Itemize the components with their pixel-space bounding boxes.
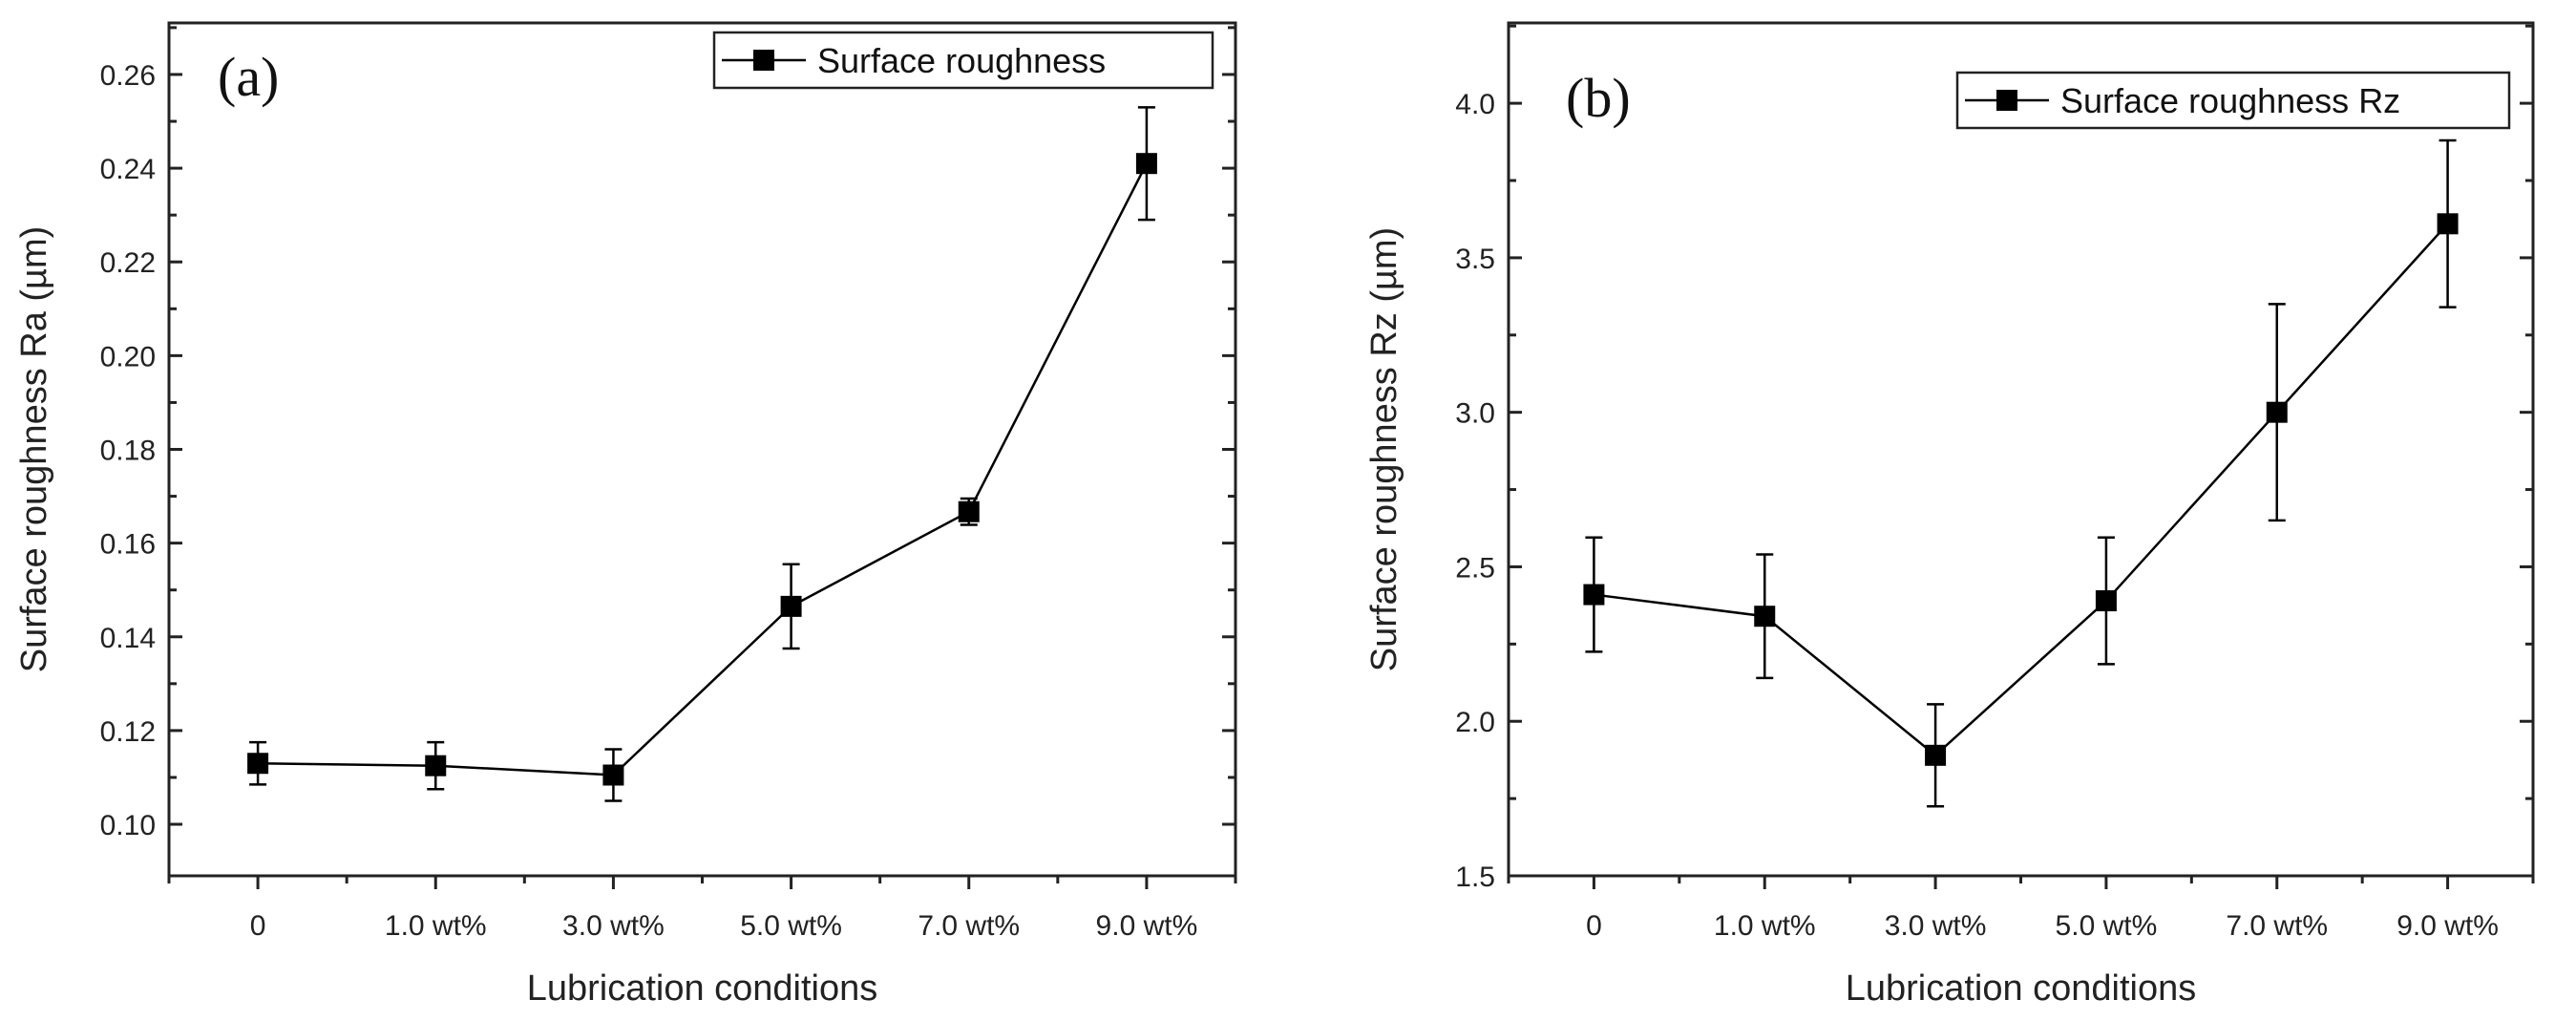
panel-label: (b) bbox=[1566, 67, 1631, 129]
y-tick-label: 2.0 bbox=[1455, 707, 1495, 738]
x-axis-title: Lubrication conditions bbox=[1846, 968, 2197, 1009]
legend-box bbox=[712, 31, 1214, 90]
x-tick-label: 0 bbox=[250, 910, 266, 942]
series-line bbox=[258, 162, 1149, 776]
legend-marker bbox=[753, 50, 774, 71]
y-tick-label: 0.18 bbox=[100, 436, 156, 467]
data-point bbox=[2095, 590, 2117, 612]
x-tick-label: 3.0 wt% bbox=[562, 910, 665, 942]
y-tick-label: 2.5 bbox=[1455, 552, 1495, 584]
data-point bbox=[1754, 606, 1776, 627]
data-point bbox=[425, 755, 447, 776]
y-tick-label: 0.26 bbox=[100, 60, 156, 92]
legend-label: Surface roughness Rz bbox=[2060, 81, 2400, 120]
plot-frame bbox=[167, 21, 1237, 878]
y-tick-label: 0.22 bbox=[100, 247, 156, 279]
x-tick-label: 5.0 wt% bbox=[2056, 910, 2158, 942]
data-point bbox=[602, 764, 624, 786]
x-tick-label: 7.0 wt% bbox=[918, 910, 1020, 942]
chart-panel-b: 1.5 2.0 2.5 3.0 3.5 4.0 0 1.0 wt% 3.0 wt% 5.0 wt%… bbox=[1364, 21, 2535, 1009]
y-tick-label: 4.0 bbox=[1455, 89, 1495, 120]
data-point bbox=[247, 753, 269, 775]
data-point bbox=[1583, 584, 1605, 606]
y-tick-label: 0.20 bbox=[100, 341, 156, 372]
x-tick-label: 0 bbox=[1586, 910, 1602, 942]
legend: Surface roughness Rz bbox=[1955, 71, 2511, 130]
x-tick-label: 1.0 wt% bbox=[385, 910, 487, 942]
y-tick-label: 0.24 bbox=[100, 154, 156, 185]
x-tick-label: 3.0 wt% bbox=[1885, 910, 1987, 942]
data-point bbox=[1925, 744, 1947, 766]
y-tick-label: 0.10 bbox=[100, 810, 156, 841]
y-tick-label: 0.16 bbox=[100, 529, 156, 561]
x-axis-title: Lubrication conditions bbox=[527, 968, 878, 1009]
y-tick-label: 3.0 bbox=[1455, 398, 1495, 430]
data-point bbox=[1135, 153, 1157, 175]
x-tick-label: 9.0 wt% bbox=[1096, 910, 1198, 942]
data-point bbox=[2437, 213, 2459, 235]
y-tick-label: 0.14 bbox=[100, 623, 156, 654]
y-tick-label: 3.5 bbox=[1455, 244, 1495, 275]
legend-box bbox=[1955, 71, 2511, 130]
data-point bbox=[958, 500, 980, 522]
panel-label: (a) bbox=[218, 46, 279, 108]
legend: Surface roughness bbox=[712, 31, 1214, 90]
chart-panel-a: 0.10 0.12 0.14 0.16 0.18 0.20 0.22 0.24 0.26 0 1.0… bbox=[14, 21, 1237, 1009]
series-line bbox=[1594, 223, 2449, 757]
data-point bbox=[2266, 401, 2288, 423]
y-tick-label: 1.5 bbox=[1455, 861, 1495, 893]
x-tick-label: 9.0 wt% bbox=[2397, 910, 2499, 942]
plot-frame bbox=[1507, 21, 2535, 878]
x-tick-label: 7.0 wt% bbox=[2226, 910, 2328, 942]
legend-label: Surface roughness bbox=[817, 41, 1106, 80]
x-tick-label: 5.0 wt% bbox=[740, 910, 842, 942]
legend-marker bbox=[1996, 90, 2017, 111]
x-tick-label: 1.0 wt% bbox=[1714, 910, 1816, 942]
y-tick-label: 0.12 bbox=[100, 716, 156, 748]
y-axis-title: Surface roughness Ra (µm) bbox=[14, 226, 54, 673]
y-axis-title: Surface roughness Rz (µm) bbox=[1364, 227, 1404, 671]
data-point bbox=[780, 595, 802, 617]
